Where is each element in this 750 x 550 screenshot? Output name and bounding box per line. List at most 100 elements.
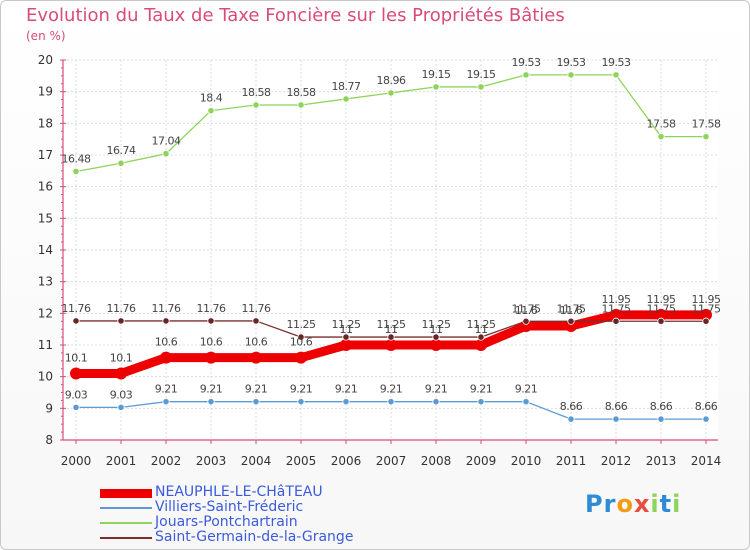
data-point [162, 150, 170, 158]
data-point [297, 101, 305, 109]
data-label: 10.6 [200, 336, 223, 349]
data-point [72, 317, 80, 325]
data-label: 11.75 [602, 302, 631, 315]
data-label: 9.21 [425, 383, 448, 396]
data-point [162, 317, 170, 325]
legend-label: Saint-Germain-de-la-Grange [155, 529, 354, 545]
data-point [567, 317, 575, 325]
data-point [432, 398, 440, 406]
data-label: 10.6 [290, 336, 313, 349]
logo-letter: r [603, 490, 617, 518]
data-point [522, 317, 530, 325]
y-tick-label: 9 [45, 401, 53, 415]
data-label: 11.25 [377, 318, 406, 331]
x-tick-label: 2000 [61, 454, 92, 468]
data-point [612, 71, 620, 79]
data-point [252, 398, 260, 406]
data-point [72, 403, 80, 411]
x-tick-label: 2012 [601, 454, 632, 468]
data-point [387, 89, 395, 97]
logo-letter: t [659, 490, 673, 518]
data-point [252, 317, 260, 325]
data-point [612, 317, 620, 325]
data-point [432, 333, 440, 341]
data-point [612, 415, 620, 423]
data-label: 8.66 [650, 400, 673, 413]
y-tick-label: 20 [38, 53, 53, 67]
data-label: 10.1 [65, 352, 88, 365]
data-label: 11.6 [560, 304, 583, 317]
data-point [655, 308, 667, 321]
data-point [522, 398, 530, 406]
chart-subtitle: (en %) [26, 29, 66, 43]
x-tick-label: 2010 [511, 454, 542, 468]
data-point [252, 101, 260, 109]
data-point [567, 415, 575, 423]
data-label: 17.04 [152, 135, 181, 148]
data-point [160, 351, 172, 364]
data-label: 19.15 [467, 68, 496, 81]
data-point [250, 351, 262, 364]
x-tick-label: 2002 [151, 454, 182, 468]
x-tick-label: 2014 [691, 454, 722, 468]
data-point [70, 367, 82, 380]
data-point [477, 333, 485, 341]
logo-letter: i [650, 490, 660, 518]
data-label: 11.6 [515, 304, 538, 317]
x-tick-label: 2001 [106, 454, 137, 468]
x-tick-label: 2005 [286, 454, 317, 468]
data-label: 10.6 [155, 336, 178, 349]
data-label: 10.6 [245, 336, 268, 349]
data-point [702, 415, 710, 423]
data-point [342, 95, 350, 103]
data-label: 9.21 [245, 383, 268, 396]
legend-item: Villiers-Saint-Fréderic [100, 499, 400, 515]
data-point [477, 398, 485, 406]
data-label: 11.76 [242, 302, 271, 315]
legend-label: Villiers-Saint-Fréderic [155, 499, 304, 515]
x-tick-label: 2007 [376, 454, 407, 468]
data-label: 17.58 [647, 118, 676, 131]
data-point [117, 317, 125, 325]
y-tick-label: 12 [38, 306, 53, 320]
data-point [342, 333, 350, 341]
x-tick-label: 2008 [421, 454, 452, 468]
data-point [205, 351, 217, 364]
data-label: 11 [430, 323, 443, 336]
data-point [477, 83, 485, 91]
logo-letter: x [633, 490, 651, 518]
data-point [475, 339, 487, 351]
data-label: 8.66 [695, 400, 718, 413]
legend-item: NEAUPHLE-LE-CHâTEAU [100, 484, 400, 500]
y-tick-label: 11 [38, 338, 53, 352]
y-tick-label: 8 [45, 433, 53, 447]
data-label: 9.21 [290, 383, 313, 396]
data-label: 11.76 [197, 302, 226, 315]
data-label: 11.95 [602, 293, 631, 306]
legend-swatch [100, 507, 152, 509]
y-tick-label: 14 [38, 243, 53, 257]
data-label: 9.21 [515, 383, 538, 396]
data-point [340, 339, 352, 351]
data-point [295, 351, 307, 364]
x-tick-label: 2006 [331, 454, 362, 468]
legend-swatch [100, 489, 152, 498]
y-tick-label: 13 [38, 275, 53, 289]
data-point [657, 317, 665, 325]
data-label: 8.66 [560, 400, 583, 413]
data-label: 11 [475, 323, 488, 336]
legend-swatch [100, 537, 152, 539]
x-tick-label: 2009 [466, 454, 497, 468]
logo-letter: o [616, 490, 634, 518]
chart-title: Evolution du Taux de Taxe Foncière sur l… [26, 5, 565, 26]
data-point [117, 403, 125, 411]
data-point [297, 333, 305, 341]
data-label: 11 [385, 323, 398, 336]
data-point [385, 339, 397, 351]
data-label: 11.75 [692, 302, 721, 315]
data-label: 11.76 [152, 302, 181, 315]
legend-label: NEAUPHLE-LE-CHâTEAU [155, 484, 323, 500]
data-point [297, 398, 305, 406]
data-label: 10.1 [110, 352, 133, 365]
data-label: 19.15 [422, 68, 451, 81]
